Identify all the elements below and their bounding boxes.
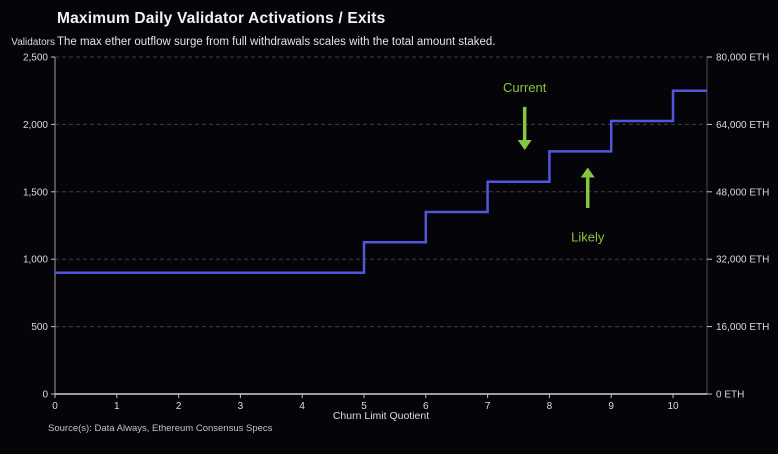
annotation-arrow-head-down: [517, 140, 532, 151]
x-axis-tick-label: 0: [52, 401, 58, 412]
right-axis-tick-label: 64,000 ETH: [716, 120, 769, 131]
right-axis-tick-label: 0 ETH: [716, 390, 744, 401]
x-axis-tick-label: 10: [667, 401, 679, 412]
annotation-label: Likely: [571, 230, 605, 245]
left-axis-tick-label: 500: [31, 322, 48, 333]
x-axis-tick-label: 4: [299, 401, 305, 412]
x-axis-tick-label: 7: [485, 401, 491, 412]
right-axis-tick-label: 32,000 ETH: [716, 255, 769, 266]
annotation-arrow-head-up: [580, 167, 595, 178]
right-axis-tick-label: 48,000 ETH: [716, 187, 769, 198]
left-axis-title: Validators: [11, 37, 55, 48]
source-note: Source(s): Data Always, Ethereum Consens…: [48, 423, 273, 434]
x-axis-title: Churn Limit Quotient: [332, 410, 430, 422]
x-axis-tick-label: 6: [423, 401, 429, 412]
left-axis-tick-label: 1,500: [23, 187, 48, 198]
left-axis-tick-label: 2,000: [23, 120, 48, 131]
x-axis-tick-label: 2: [176, 401, 182, 412]
chart-subtitle: The max ether outflow surge from full wi…: [57, 36, 496, 48]
annotation-label: Current: [503, 80, 547, 95]
x-axis-tick-label: 1: [114, 401, 120, 412]
series-step-line: [55, 89, 707, 274]
left-axis-tick-label: 1,000: [23, 255, 48, 266]
right-axis-tick-label: 80,000 ETH: [716, 53, 769, 64]
x-axis-tick-label: 5: [361, 401, 367, 412]
x-axis-tick-label: 9: [608, 401, 614, 412]
right-axis-tick-label: 16,000 ETH: [716, 322, 769, 333]
x-axis-tick-label: 8: [547, 401, 553, 412]
left-axis-tick-label: 2,500: [23, 53, 48, 64]
chart-title: Maximum Daily Validator Activations / Ex…: [57, 10, 386, 27]
left-axis-tick-label: 0: [42, 390, 48, 401]
x-axis-tick-label: 3: [238, 401, 244, 412]
